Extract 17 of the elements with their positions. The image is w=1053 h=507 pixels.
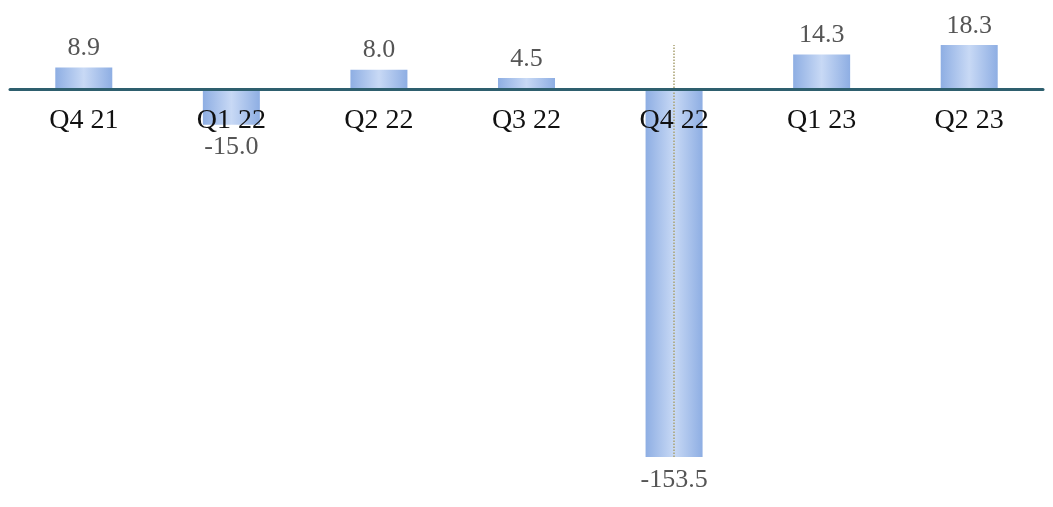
bar (793, 54, 851, 89)
x-tick-label: Q2 22 (344, 103, 414, 135)
bar (350, 69, 408, 89)
bar (498, 78, 555, 89)
bar (940, 45, 998, 89)
x-tick-label: Q4 22 (639, 103, 709, 135)
data-label: 8.0 (362, 34, 396, 64)
data-label: 18.3 (946, 9, 992, 39)
bar (55, 67, 113, 89)
data-label: -153.5 (640, 463, 708, 493)
x-tick-label: Q2 23 (934, 103, 1004, 135)
x-tick-label: Q1 23 (787, 103, 857, 135)
data-label: 4.5 (510, 42, 543, 72)
x-tick-label: Q3 22 (491, 103, 562, 135)
x-tick-label: Q4 21 (49, 103, 119, 135)
data-label: 8.9 (67, 32, 101, 62)
data-label: 14.3 (798, 19, 845, 49)
